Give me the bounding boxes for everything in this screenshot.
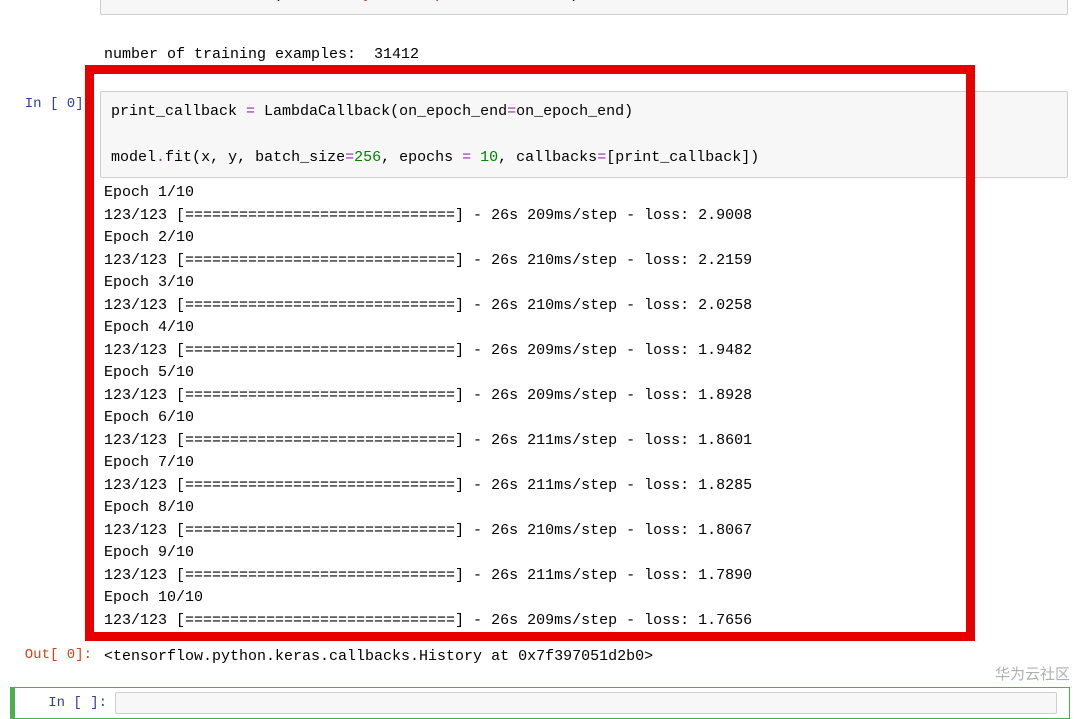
spacer [0, 675, 1080, 681]
prompt-out-main: Out[ 0]: [0, 640, 100, 666]
notebook: model = load_model('models/my_shakespear… [0, 0, 1080, 719]
code-input-partial[interactable]: model = load_model('models/my_shakespear… [100, 0, 1068, 15]
prompt-empty [0, 38, 100, 46]
cell-empty-selected[interactable]: In [ ]: [10, 687, 1070, 719]
code-input-main[interactable]: print_callback = LambdaCallback(on_epoch… [100, 91, 1068, 179]
cell-previous-partial: model = load_model('models/my_shakespear… [0, 0, 1080, 36]
code-input-empty[interactable] [115, 692, 1057, 714]
prompt-in-empty: In [ ]: [15, 690, 115, 714]
cell-main-out: Out[ 0]: <tensorflow.python.keras.callba… [0, 638, 1080, 675]
cell-body: model = load_model('models/my_shakespear… [100, 2, 1080, 36]
output-line-previous: number of training examples: 31412 [100, 40, 1068, 69]
cell-previous-output: number of training examples: 31412 [0, 36, 1080, 73]
training-output: Epoch 1/10 123/123 [====================… [100, 178, 1068, 634]
watermark: 华为云社区 [995, 663, 1070, 684]
spacer [0, 73, 1080, 87]
cell-main: In [ 0]: print_callback = LambdaCallback… [0, 87, 1080, 639]
result-repr: <tensorflow.python.keras.callbacks.Histo… [100, 642, 1068, 671]
prompt-in-main: In [ 0]: [0, 89, 100, 115]
